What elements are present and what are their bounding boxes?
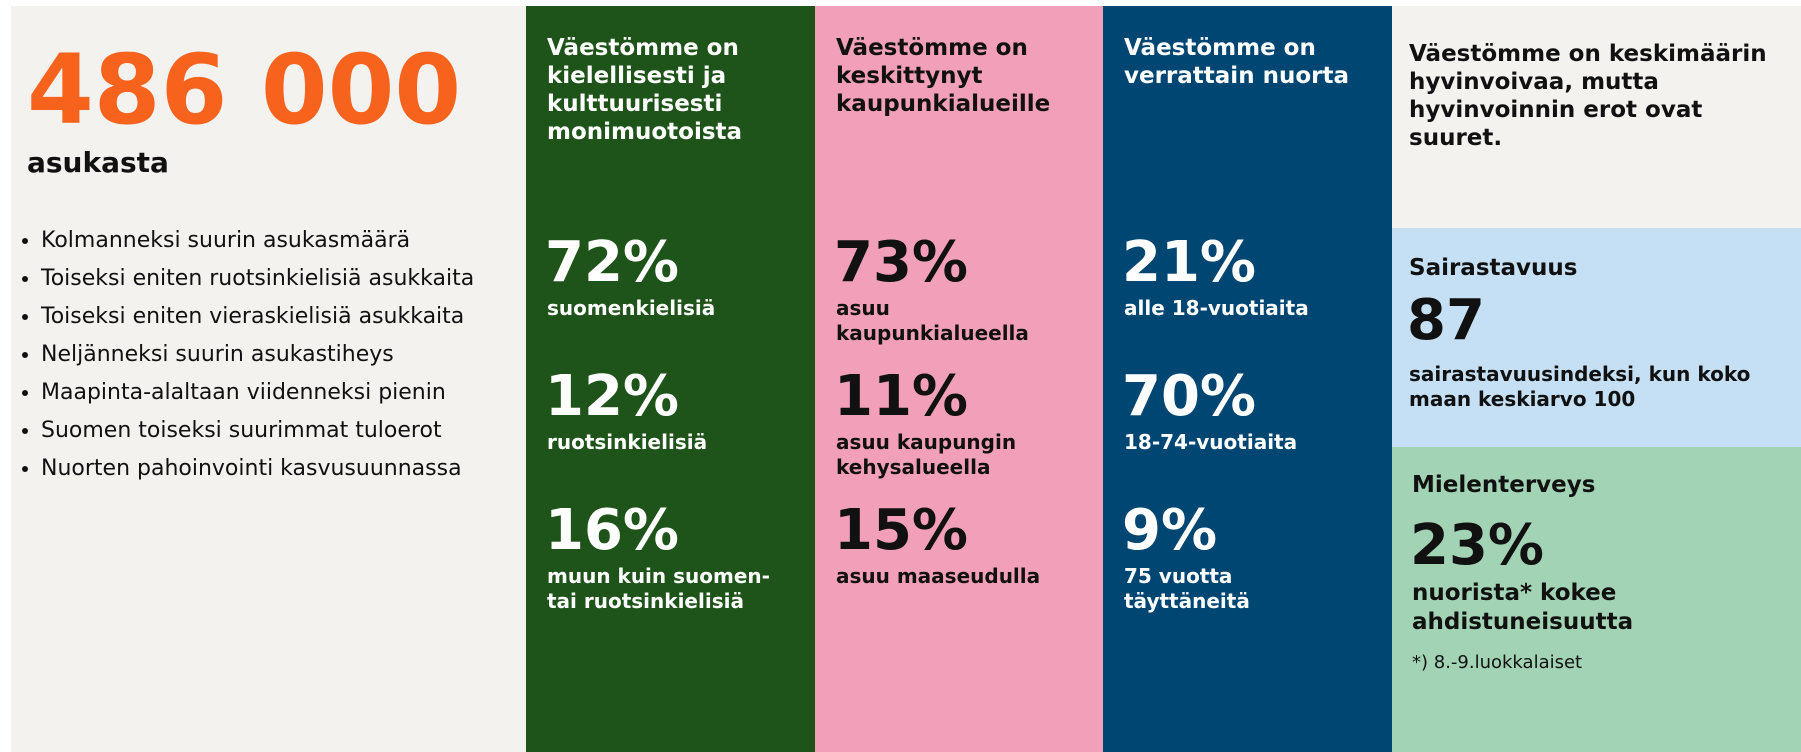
column-heading: Väestömme on kielellisesti ja kulttuuris… xyxy=(547,35,743,145)
mental-health-panel: Mielenterveys 23% nuorista* kokee ahdist… xyxy=(1392,447,1801,752)
stat-value: 72% xyxy=(545,230,680,295)
morbidity-panel: Sairastavuus 87 sairastavuusindeksi, kun… xyxy=(1392,228,1801,447)
bullet: Toiseksi eniten vieraskielisiä asukkaita xyxy=(41,302,501,331)
stat-value: 21% xyxy=(1122,230,1257,295)
bullet: Neljänneksi suurin asukastiheys xyxy=(41,340,501,369)
morbidity-title: Sairastavuus xyxy=(1409,255,1578,281)
stat-value: 9% xyxy=(1122,498,1218,563)
wellbeing-heading: Väestömme on keskimäärin hyvinvoivaa, mu… xyxy=(1409,41,1767,151)
bullet: Nuorten pahoinvointi kasvusuunnassa xyxy=(41,454,501,483)
stat-label: suomenkielisiä xyxy=(547,296,716,320)
stat-value: 12% xyxy=(545,364,680,429)
column-panel: Väestömme on verrattain nuorta 21% alle 18… xyxy=(1103,6,1392,752)
stat-label: asuu maaseudulla xyxy=(836,564,1041,588)
stat-value: 15% xyxy=(834,498,969,563)
stat-value: 73% xyxy=(834,230,969,295)
morbidity-label: sairastavuusindeksi, kun koko maan keski… xyxy=(1409,362,1751,411)
column-heading: Väestömme on verrattain nuorta xyxy=(1124,35,1349,89)
stat-label: ruotsinkielisiä xyxy=(547,430,708,454)
column-panel: Väestömme on keskittynyt kaupunkialueill… xyxy=(815,6,1104,752)
stat-label: asuu kaupunkialueella xyxy=(836,296,1029,345)
summary-panel: 486 000 asukasta Kolmanneksi suurin asuk… xyxy=(11,6,526,752)
bullet-list: Kolmanneksi suurin asukasmäärä Toiseksi … xyxy=(11,226,501,492)
stat-label: asuu kaupungin kehysalueella xyxy=(836,430,1017,479)
mental-health-value: 23% xyxy=(1410,513,1545,578)
bullet: Toiseksi eniten ruotsinkielisiä asukkait… xyxy=(41,264,501,293)
bullet: Suomen toiseksi suurimmat tuloerot xyxy=(41,416,501,445)
column-panel: Väestömme on kielellisesti ja kulttuuris… xyxy=(526,6,815,752)
stat-value: 70% xyxy=(1122,364,1257,429)
footnote: *) 8.-9.luokkalaiset xyxy=(1412,652,1583,673)
bullet: Maapinta-alaltaan viidenneksi pienin xyxy=(41,378,501,407)
bullet: Kolmanneksi suurin asukasmäärä xyxy=(41,226,501,255)
mental-health-label: nuorista* kokee ahdistuneisuutta xyxy=(1412,580,1634,635)
stat-label: alle 18-vuotiaita xyxy=(1124,296,1309,320)
column-heading: Väestömme on keskittynyt kaupunkialueill… xyxy=(836,35,1051,117)
morbidity-value: 87 xyxy=(1407,288,1485,353)
stat-label: 18-74-vuotiaita xyxy=(1124,430,1298,454)
population-label: asukasta xyxy=(27,146,169,179)
stat-value: 16% xyxy=(545,498,680,563)
stat-label: muun kuin suomen- tai ruotsinkielisiä xyxy=(547,564,770,613)
stat-label: 75 vuotta täyttäneitä xyxy=(1124,564,1250,613)
population: 486 000 xyxy=(27,34,462,146)
wellbeing-panel: Väestömme on keskimäärin hyvinvoivaa, mu… xyxy=(1392,6,1801,228)
stat-value: 11% xyxy=(834,364,969,429)
mental-health-title: Mielenterveys xyxy=(1412,472,1596,498)
